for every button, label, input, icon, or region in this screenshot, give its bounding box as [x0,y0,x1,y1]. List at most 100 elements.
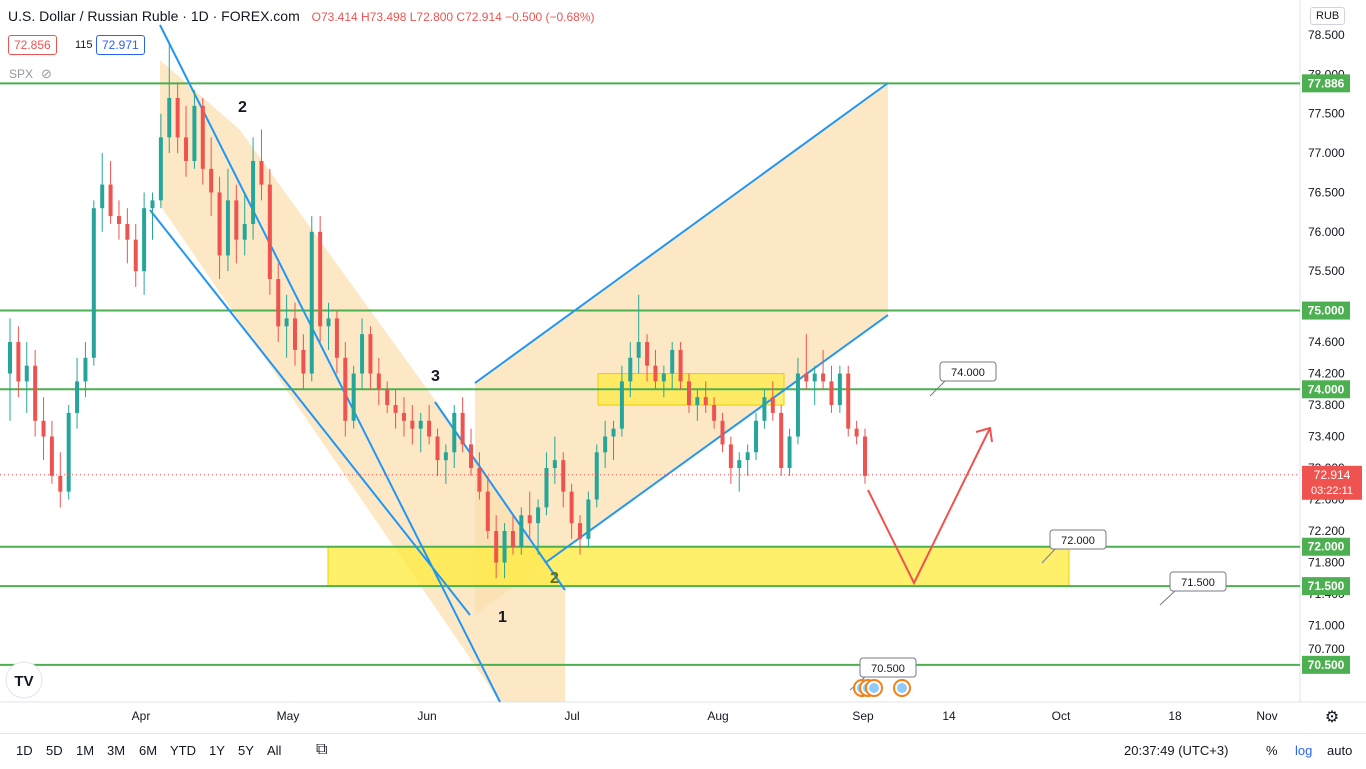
x-tick-label: Oct [1052,709,1071,723]
candle-body [728,444,733,469]
clock-readout[interactable]: 20:37:49 (UTC+3) [1124,743,1229,758]
callout-pointer [929,379,947,397]
candle-body [242,223,247,240]
candle-body [812,373,817,382]
bid-price[interactable]: 72.856 [8,35,57,55]
candle-body [628,357,633,382]
candle-body [343,357,348,421]
forecast-path [867,427,991,586]
tradingview-logo-icon [5,661,43,699]
y-tick-label: 73.800 [1308,398,1345,412]
forecast-arrowhead [975,426,993,443]
spread-value: 115 [75,39,93,51]
candle-body [510,530,515,547]
callout-label: 71.500 [1181,577,1215,589]
candle-body [787,436,792,469]
candle-body [443,452,448,461]
callout-box [1169,571,1227,592]
candle-body [116,216,121,224]
candle-body [309,231,314,374]
candle-body [754,420,759,453]
candle-body [804,373,809,382]
candle-body [603,436,608,453]
candle-body [66,412,71,492]
callout-box [859,657,917,678]
wave-label: 1 [498,609,507,626]
candle-body [544,468,549,508]
log-toggle[interactable]: log [1295,743,1313,758]
candle-body [150,200,155,209]
candle-body [619,381,624,429]
symbol-title[interactable]: U.S. Dollar / Russian Ruble · 1D · FOREX… [8,8,300,24]
wave-label: 2 [550,570,559,587]
candle-body [494,530,499,563]
candle-body [712,405,717,421]
candle-body [192,105,197,161]
candle-body [678,349,683,382]
currency-button[interactable]: RUB [1310,7,1346,25]
candle-body [418,420,423,429]
eye-crossed-icon[interactable]: ⊘ [41,66,52,81]
candle-body [578,523,582,539]
candle-body [594,452,599,500]
level-price-label: 77.886 [1308,76,1345,90]
y-tick-label: 75.500 [1308,264,1345,278]
price-chart[interactable]: 232174.00072.00071.50070.50078.50078.000… [0,0,1366,733]
range-6m[interactable]: 6M [139,743,158,758]
candle-body [100,184,105,209]
range-1m[interactable]: 1M [76,743,95,758]
x-tick-label: May [277,709,300,723]
candle-body [200,105,205,169]
range-5y[interactable]: 5Y [238,743,254,758]
range-ytd[interactable]: YTD [170,743,196,758]
flag-inner [897,683,907,693]
x-tick-label: Nov [1256,709,1277,723]
wave-label: 3 [431,368,440,385]
level-price-label: 72.000 [1308,540,1345,554]
range-all[interactable]: All [267,743,282,758]
gear-icon: ⚙ [1325,707,1339,726]
compare-symbol-label[interactable]: SPX [9,67,34,81]
callout-label: 72.000 [1061,535,1095,547]
candle-body [653,365,658,382]
candle-body [318,231,323,327]
candle-body [645,342,650,366]
candle-body [502,530,507,563]
y-tick-label: 73.400 [1308,430,1345,444]
candle-body [401,412,406,421]
auto-toggle[interactable]: auto [1327,743,1353,758]
range-5d[interactable]: 5D [46,743,63,758]
level-price-tag [1302,577,1350,596]
x-tick-label: 14 [942,709,956,723]
y-tick-label: 77.000 [1308,146,1345,160]
x-tick-label: Jun [417,709,436,723]
candle-body [267,184,272,280]
callout-label: 70.500 [871,663,905,675]
ask-price[interactable]: 72.971 [96,35,145,55]
candle-body [49,436,54,476]
candle-body [24,365,29,382]
channel-line [434,401,566,591]
callout-box [939,361,997,382]
range-1y[interactable]: 1Y [209,743,225,758]
candle-body [133,239,138,272]
candle-body [83,357,88,382]
percent-toggle[interactable]: % [1266,743,1278,758]
y-tick-label: 72.200 [1308,524,1345,538]
candle-body [175,97,180,138]
candle-body [284,318,289,327]
candle-body [611,428,616,437]
candle-body [142,208,147,272]
candle-body [167,97,172,138]
callout-pointer [1041,547,1057,564]
candle-body [770,397,775,413]
candle-body [485,491,490,531]
candle-body [519,515,524,547]
calendar-range-icon[interactable]: ⧉ [316,741,328,758]
candle-body [301,349,306,374]
range-1d[interactable]: 1D [16,743,33,758]
candle-body [636,342,641,358]
y-tick-label: 71.000 [1308,618,1345,632]
candle-body [326,318,331,327]
range-3m[interactable]: 3M [107,743,126,758]
